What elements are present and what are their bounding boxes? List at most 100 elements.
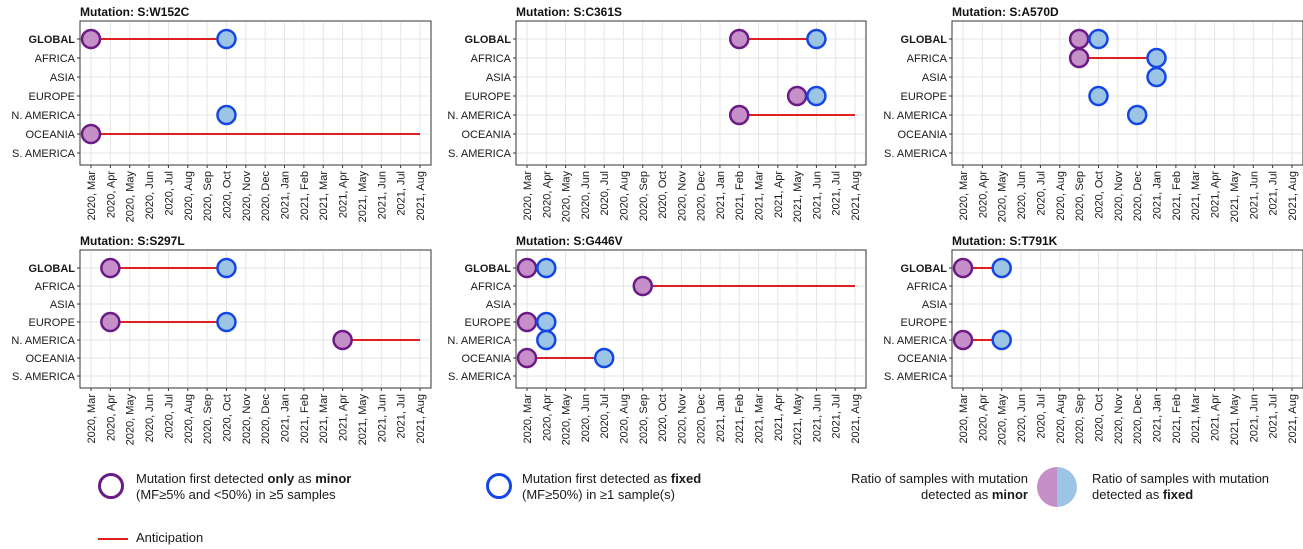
x-tick-label: 2021, May: [792, 171, 804, 223]
y-tick-label: GLOBAL: [29, 263, 76, 275]
x-tick-label: 2021, Apr: [1210, 394, 1222, 441]
x-tick-label: 2021, Mar: [754, 171, 766, 221]
y-tick-label: AFRICA: [907, 281, 948, 293]
x-tick-label: 2020, May: [561, 171, 573, 223]
x-tick-label: 2020, Oct: [1093, 394, 1105, 442]
x-tick-label: 2020, Nov: [1113, 171, 1125, 222]
y-tick-label: OCEANIA: [25, 353, 75, 365]
minor-point: [516, 257, 538, 279]
y-tick-label: ASIA: [486, 72, 512, 84]
x-tick-label: 2020, Mar: [86, 171, 98, 221]
minor-point: [632, 275, 654, 297]
x-tick-label: 2021, Apr: [773, 171, 785, 218]
x-tick-label: 2020, Sep: [1074, 394, 1086, 444]
minor-point: [952, 329, 974, 351]
x-tick-label: 2020, Jun: [144, 394, 156, 442]
x-tick-label: 2021, May: [1229, 171, 1241, 223]
y-tick-label: S. AMERICA: [884, 148, 948, 160]
y-tick-label: AFRICA: [35, 281, 76, 293]
x-tick-label: 2020, Aug: [1055, 171, 1067, 221]
x-tick-label: 2020, Dec: [1132, 171, 1144, 222]
minor-point: [100, 311, 121, 333]
fixed-point: [1126, 104, 1148, 126]
y-tick-label: OCEANIA: [461, 353, 511, 365]
y-tick-label: ASIA: [922, 299, 948, 311]
x-tick-label: 2020, Nov: [241, 394, 253, 445]
y-tick-label: EUROPE: [465, 91, 511, 103]
x-tick-label: 2021, Feb: [299, 394, 311, 444]
minor-point: [80, 123, 102, 145]
x-tick-label: 2020, May: [561, 394, 573, 446]
y-tick-label: S. AMERICA: [448, 148, 512, 160]
y-tick-label: OCEANIA: [897, 129, 947, 141]
x-tick-label: 2020, Apr: [105, 171, 117, 218]
fixed-point: [1088, 28, 1109, 50]
x-tick-label: 2021, Jun: [1248, 171, 1260, 219]
x-tick-label: 2021, Jul: [831, 394, 843, 439]
plot-area: [515, 249, 867, 389]
chart-panel: GLOBAL AFRICA ASIA EUROPE N. AMERICA OCEANIA S…: [11, 234, 432, 446]
x-tick-label: 2021, Mar: [1190, 394, 1202, 444]
y-tick-label: OCEANIA: [897, 353, 947, 365]
minor-point: [1068, 47, 1090, 69]
chart-title: Mutation: S:W152C: [80, 5, 190, 19]
chart-panel: GLOBAL AFRICA ASIA EUROPE N. AMERICA OCEANIA S…: [11, 5, 432, 223]
anticipation-line-icon: [98, 538, 128, 540]
fixed-point: [216, 28, 237, 50]
x-tick-label: 2021, Jan: [280, 394, 292, 442]
x-tick-label: 2020, Sep: [638, 171, 650, 221]
x-tick-label: 2021, Jun: [811, 394, 823, 442]
x-tick-label: 2021, Mar: [318, 394, 330, 444]
chart-panel: GLOBAL AFRICA ASIA EUROPE N. AMERICA OCEANIA S…: [883, 5, 1303, 222]
fixed-point: [536, 329, 557, 351]
fixed-point: [593, 347, 615, 369]
x-tick-label: 2021, Jun: [376, 171, 388, 219]
y-tick-label: N. AMERICA: [11, 335, 75, 347]
y-tick-label: EUROPE: [29, 317, 75, 329]
x-tick-label: 2021, Mar: [754, 394, 766, 444]
x-tick-label: 2021, Jul: [396, 394, 408, 439]
ratio-pie-icon: [1037, 467, 1077, 507]
y-tick-label: ASIA: [50, 299, 76, 311]
x-tick-label: 2021, Feb: [1171, 394, 1183, 444]
x-tick-label: 2020, Apr: [977, 171, 989, 218]
minor-point: [332, 329, 353, 351]
x-tick-label: 2021, May: [1229, 394, 1241, 446]
y-tick-label: GLOBAL: [901, 263, 948, 275]
x-tick-label: 2021, Jul: [396, 171, 408, 216]
y-tick-label: N. AMERICA: [883, 335, 947, 347]
x-tick-label: 2020, May: [997, 394, 1009, 446]
x-tick-label: 2020, Apr: [105, 394, 117, 441]
y-tick-label: ASIA: [50, 72, 76, 84]
x-tick-label: 2020, Jun: [580, 171, 592, 219]
x-tick-label: 2020, Dec: [260, 171, 272, 222]
x-tick-label: 2020, Aug: [618, 171, 630, 221]
x-tick-label: 2020, May: [125, 394, 137, 446]
x-tick-label: 2020, Aug: [183, 394, 195, 444]
x-tick-label: 2020, Jun: [1016, 171, 1028, 219]
x-tick-label: 2020, Aug: [183, 171, 195, 221]
x-tick-label: 2021, Apr: [338, 394, 350, 441]
x-tick-label: 2020, Oct: [657, 171, 669, 219]
x-tick-label: 2021, Aug: [850, 394, 862, 444]
x-tick-label: 2020, Oct: [1093, 171, 1105, 219]
legend-fixed: Mutation first detected as fixed (MF≥50%…: [522, 471, 702, 502]
chart-title: Mutation: S:S297L: [80, 234, 185, 248]
plot-area: [79, 20, 432, 166]
x-tick-label: 2021, Feb: [734, 171, 746, 221]
x-tick-label: 2020, Nov: [676, 171, 688, 222]
x-tick-label: 2020, Mar: [958, 394, 970, 444]
x-tick-label: 2020, Mar: [522, 171, 534, 221]
x-tick-label: 2020, May: [125, 171, 137, 223]
x-tick-label: 2020, Dec: [260, 394, 272, 445]
x-tick-label: 2021, Jul: [1268, 171, 1280, 216]
y-tick-label: AFRICA: [35, 53, 76, 65]
x-tick-label: 2020, Jul: [163, 394, 175, 439]
y-tick-label: EUROPE: [465, 317, 511, 329]
x-tick-label: 2020, Jun: [1016, 394, 1028, 442]
y-tick-label: S. AMERICA: [884, 371, 948, 383]
minor-circle-icon: [98, 473, 124, 499]
fixed-point: [1088, 85, 1109, 107]
x-tick-label: 2020, Mar: [958, 171, 970, 221]
x-tick-label: 2020, Jul: [1035, 394, 1047, 439]
